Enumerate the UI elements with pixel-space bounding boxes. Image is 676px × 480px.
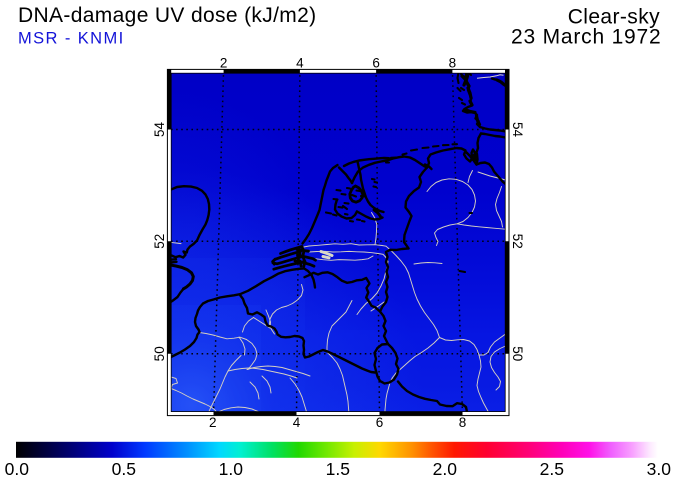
svg-text:1.0: 1.0 bbox=[219, 459, 244, 479]
svg-text:54: 54 bbox=[152, 122, 167, 138]
svg-text:23 March 1972: 23 March 1972 bbox=[511, 26, 662, 49]
svg-text:6: 6 bbox=[372, 56, 380, 71]
svg-text:0.5: 0.5 bbox=[112, 459, 136, 479]
svg-text:50: 50 bbox=[152, 346, 167, 361]
svg-text:8: 8 bbox=[449, 56, 457, 71]
svg-text:0.0: 0.0 bbox=[5, 459, 30, 479]
svg-text:50: 50 bbox=[510, 346, 525, 361]
svg-text:Clear-sky: Clear-sky bbox=[568, 6, 660, 29]
svg-text:2.5: 2.5 bbox=[540, 459, 564, 479]
svg-text:6: 6 bbox=[376, 415, 384, 430]
svg-text:2: 2 bbox=[209, 415, 217, 430]
svg-text:8: 8 bbox=[459, 415, 467, 430]
svg-text:52: 52 bbox=[510, 234, 525, 249]
svg-text:2.0: 2.0 bbox=[433, 459, 458, 479]
svg-text:4: 4 bbox=[296, 56, 304, 71]
svg-text:3.0: 3.0 bbox=[647, 459, 672, 479]
svg-text:54: 54 bbox=[510, 122, 525, 138]
svg-text:2: 2 bbox=[220, 56, 228, 71]
svg-text:4: 4 bbox=[293, 415, 301, 430]
svg-text:1.5: 1.5 bbox=[326, 459, 350, 479]
svg-text:52: 52 bbox=[152, 234, 167, 249]
svg-text:DNA-damage UV dose (kJ/m2): DNA-damage UV dose (kJ/m2) bbox=[18, 4, 317, 27]
svg-text:MSR - KNMI: MSR - KNMI bbox=[18, 30, 125, 48]
